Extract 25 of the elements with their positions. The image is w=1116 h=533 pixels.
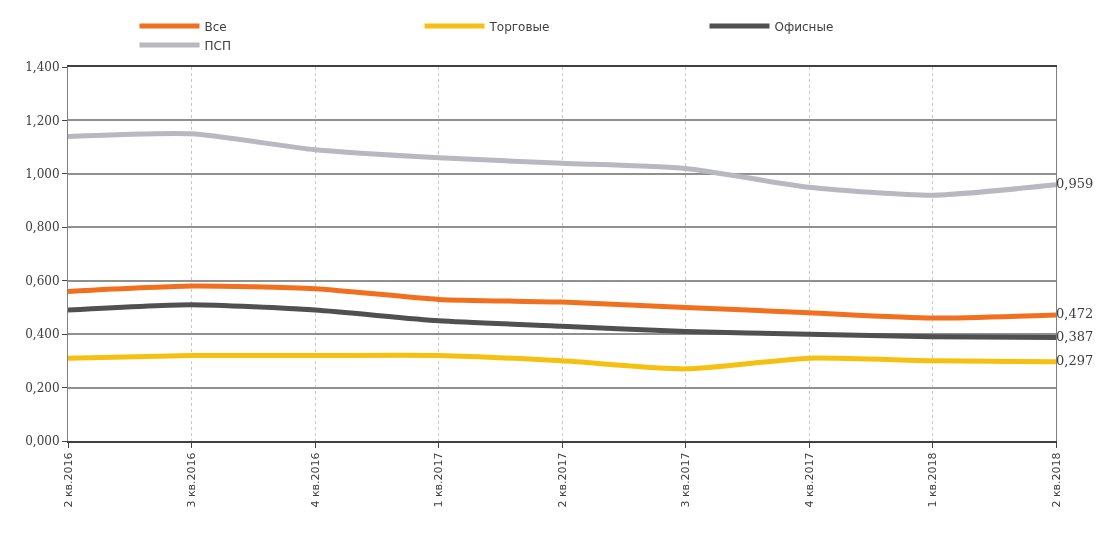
x-tick-label: 1 кв.2018 (926, 452, 940, 508)
y-tick-label: 0,800 (25, 220, 60, 235)
y-tick-label: 0,400 (25, 327, 60, 342)
legend-label: Офисные (774, 19, 834, 34)
x-tick-label: 2 кв.2018 (1049, 452, 1063, 508)
y-tick-label: 0,600 (25, 273, 60, 288)
data-label: 0,472 (1056, 306, 1094, 322)
legend-label: ПСП (204, 38, 231, 53)
y-tick-label: 0,000 (25, 434, 60, 449)
y-tick-label: 0,200 (25, 380, 60, 395)
data-label: 0,959 (1056, 176, 1094, 192)
legend-label: Торговые (488, 19, 550, 34)
legend-label: Все (204, 19, 227, 34)
y-tick-label: 1,000 (25, 167, 60, 182)
x-tick-label: 2 кв.2017 (555, 452, 569, 508)
x-tick-label: 3 кв.2017 (679, 452, 693, 508)
data-label: 0,387 (1056, 328, 1094, 344)
x-tick-label: 2 кв.2016 (61, 452, 75, 508)
x-tick-label: 3 кв.2016 (185, 452, 199, 508)
x-tick-label: 4 кв.2016 (308, 452, 322, 508)
x-tick-label: 4 кв.2017 (802, 452, 816, 508)
data-label: 0,297 (1056, 352, 1094, 368)
y-tick-label: 1,200 (25, 113, 60, 128)
x-tick-label: 1 кв.2017 (432, 452, 446, 508)
y-tick-label: 1,400 (25, 60, 60, 75)
